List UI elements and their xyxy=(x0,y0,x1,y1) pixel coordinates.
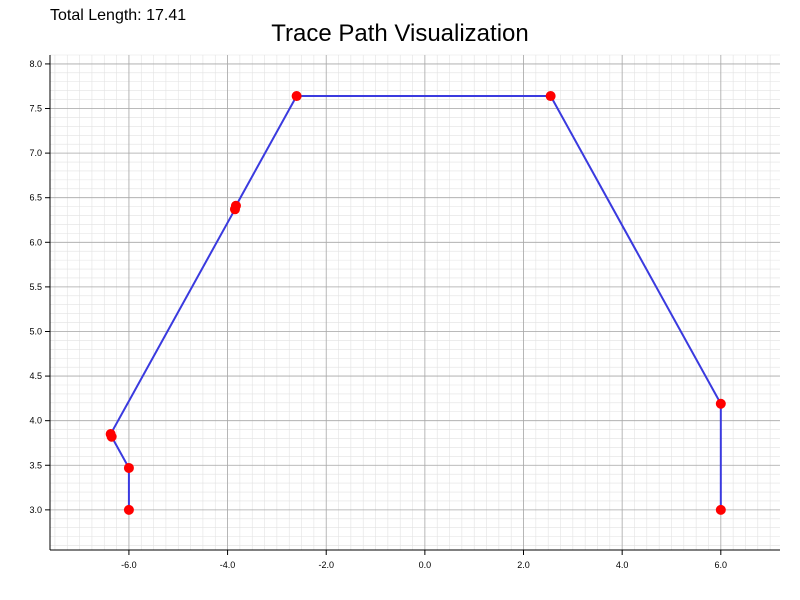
major-grid xyxy=(50,55,780,550)
y-tick-label: 4.0 xyxy=(29,416,42,426)
x-tick-label: 6.0 xyxy=(715,560,728,570)
y-tick-label: 6.0 xyxy=(29,237,42,247)
y-tick-label: 5.0 xyxy=(29,326,42,336)
y-tick-label: 3.5 xyxy=(29,460,42,470)
series-points xyxy=(105,91,726,515)
x-tick-label: 2.0 xyxy=(517,560,530,570)
chart-title: Trace Path Visualization xyxy=(271,20,529,47)
axes xyxy=(45,55,780,555)
x-tick-label: 4.0 xyxy=(616,560,629,570)
y-tick-labels: 3.0 3.5 4.0 4.5 5.0 5.5 6.0 6.5 7.0 7.5 8.0 xyxy=(29,59,42,515)
y-tick-label: 6.5 xyxy=(29,193,42,203)
total-length-label: Total Length: 17.41 xyxy=(50,7,187,24)
y-tick-label: 7.5 xyxy=(29,104,42,114)
minor-grid xyxy=(50,54,780,550)
x-tick-labels: -6.0 -4.0 -2.0 0.0 2.0 4.0 6.0 xyxy=(121,560,727,570)
y-tick-label: 5.5 xyxy=(29,282,42,292)
trace-point xyxy=(715,504,726,515)
trace-point xyxy=(291,91,302,102)
trace-point xyxy=(123,504,134,515)
path-segment xyxy=(110,436,130,469)
series-lines xyxy=(109,95,722,510)
trace-point xyxy=(545,91,556,102)
trace-point xyxy=(123,462,134,473)
y-tick-label: 8.0 xyxy=(29,59,42,69)
y-tick-label: 7.0 xyxy=(29,148,42,158)
trace-point xyxy=(230,200,241,211)
x-tick-label: -6.0 xyxy=(121,560,137,570)
x-tick-label: -2.0 xyxy=(318,560,334,570)
path-segment xyxy=(549,95,722,405)
x-tick-label: -4.0 xyxy=(220,560,236,570)
path-segment xyxy=(235,95,298,207)
y-tick-label: 4.5 xyxy=(29,371,42,381)
path-segment xyxy=(109,208,236,435)
x-tick-label: 0.0 xyxy=(419,560,432,570)
trace-point xyxy=(105,429,116,440)
y-tick-label: 3.0 xyxy=(29,505,42,515)
trace-point xyxy=(715,398,726,409)
